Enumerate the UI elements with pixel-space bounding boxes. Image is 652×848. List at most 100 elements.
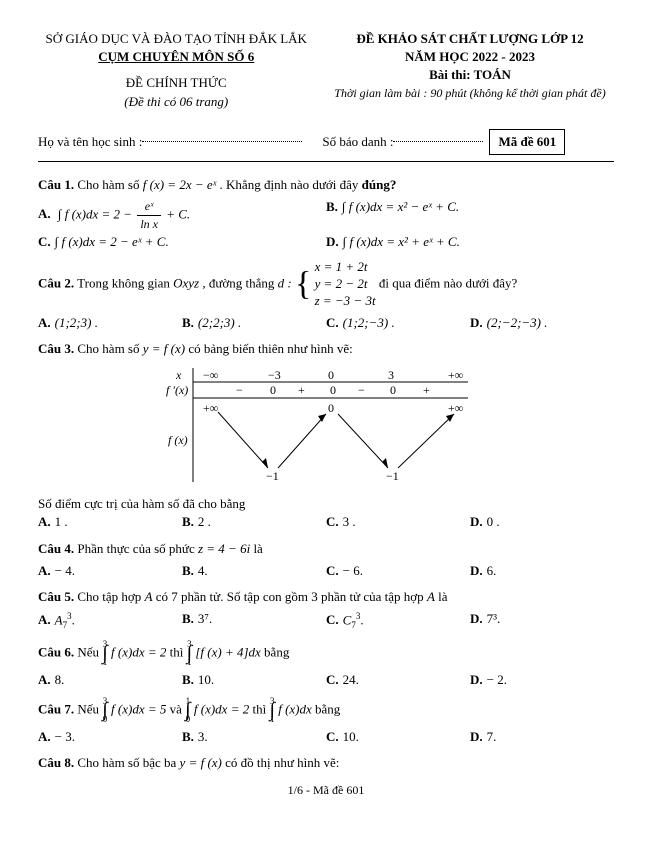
sbd-label: Số báo danh : [322,133,393,151]
q-text: đi qua điểm nào dưới đây? [379,275,517,290]
q-math: f (x) = 2x − eˣ [143,177,217,192]
choice-b: B.3⁷. [182,610,326,632]
svg-text:0: 0 [390,383,396,397]
q-math: f (x)dx [278,701,312,716]
q-text: có bảng biến thiên như hình vẽ: [188,341,352,356]
q-math: f (x)dx = 2 [194,701,249,716]
q-math: y = f (x) [180,755,222,770]
choice-a: A.(1;2;3) . [38,314,182,332]
q-text: Cho tập hợp [77,589,144,604]
exam-header: SỞ GIÁO DỤC VÀ ĐÀO TẠO TỈNH ĐẮK LẮK CỤM … [38,30,614,111]
choice-d: D.∫ f (x)dx = x² + eˣ + C. [326,233,614,251]
question-2: Câu 2. Trong không gian Oxyz , đường thẳ… [38,259,614,332]
choice-text: 6. [487,563,497,578]
q3-sub: Số điểm cực trị của hàm số đã cho bằng [38,495,614,513]
q-text: Cho hàm số bậc ba [77,755,179,770]
q-bold: đúng? [362,177,397,192]
q-text: Nếu [77,701,102,716]
choice-text: 3 . [343,514,356,529]
int-lo: 0 [185,715,190,724]
q-math: A [145,589,153,604]
q-text: Cho hàm số [77,177,142,192]
choice-text: 7. [487,729,497,744]
svg-text:+∞: +∞ [448,368,463,382]
choice-a: A. ∫ f (x)dx = 2 − eˣln x + C. [38,198,326,233]
q-number: Câu 4. [38,541,74,556]
choice-a: A.1 . [38,513,182,531]
q-text: , đường thẳng [202,275,277,290]
svg-text:0: 0 [328,368,334,382]
choice-a: A.− 3. [38,728,182,746]
choice-c: C.∫ f (x)dx = 2 − eˣ + C. [38,233,326,251]
choice-text: 3. [198,729,208,744]
choice-d: D.7³. [470,610,614,632]
int-lo: 1 [102,658,107,667]
choice-c: C.24. [326,671,470,689]
choice-c: C.10. [326,728,470,746]
system-line: z = −3 − 3t [315,293,376,310]
question-5: Câu 5. Cho tập hợp A có 7 phần tử. Số tậ… [38,588,614,632]
svg-text:+∞: +∞ [203,401,218,415]
question-3: Câu 3. Cho hàm số y = f (x) có bảng biến… [38,340,614,532]
choice-b: B.(2;2;3) . [182,314,326,332]
q-number: Câu 8. [38,755,74,770]
choice-text: 7³. [487,611,501,626]
choice-text: 1 . [55,514,68,529]
choice-a: A.− 4. [38,562,182,580]
svg-text:−3: −3 [268,368,281,382]
int-lo: 1 [269,715,274,724]
choice-b: B.3. [182,728,326,746]
int-lo: 1 [187,658,192,667]
choice-b: B.∫ f (x)dx = x² − eˣ + C. [326,198,614,233]
q-number: Câu 5. [38,589,74,604]
variation-svg: x −∞ −3 0 3 +∞ f ′(x) − 0 + 0 − 0 + f (x… [158,364,478,484]
frac-den: ln x [137,216,161,233]
choice-d: D.6. [470,562,614,580]
choice-text: (2;−2;−3) . [487,315,548,330]
svg-text:0: 0 [270,383,276,397]
exam-code-box: Mã đề 601 [489,129,565,155]
choice-a: A.8. [38,671,182,689]
choice-c: C.C73. [326,610,470,632]
choice-text: − 4. [55,563,75,578]
q-text: Phần thực của số phức [77,541,198,556]
q-text: là [253,541,262,556]
q-number: Câu 6. [38,644,74,659]
svg-text:+∞: +∞ [448,401,463,415]
divider [38,161,614,162]
question-7: Câu 7. Nếu 3∫0 f (x)dx = 5 và 1∫0 f (x)d… [38,697,614,746]
header-right: ĐỀ KHẢO SÁT CHẤT LƯỢNG LỚP 12 NĂM HỌC 20… [326,30,614,111]
choice-text: + C. [166,206,190,221]
svg-text:+: + [298,383,305,397]
system-line: y = 2 − 2t [315,276,376,293]
name-label: Họ và tên học sinh : [38,133,142,151]
choice-text: (1;2;3) . [55,315,98,330]
choice-b: B.2 . [182,513,326,531]
choice-text: 10. [198,672,214,687]
choice-d: D.(2;−2;−3) . [470,314,614,332]
choice-text: 0 . [487,514,500,529]
frac-num: eˣ [137,198,161,216]
q-text: có đồ thị như hình vẽ: [225,755,339,770]
question-8: Câu 8. Cho hàm số bậc ba y = f (x) có đồ… [38,754,614,772]
q-text: bằng [315,701,340,716]
choice-c: C.3 . [326,513,470,531]
variation-table: x −∞ −3 0 3 +∞ f ′(x) − 0 + 0 − 0 + f (x… [158,364,614,489]
subject-line: Bài thi: TOÁN [326,66,614,84]
q-text: thì [252,701,269,716]
cluster-line: CỤM CHUYÊN MÔN SỐ 6 [38,48,314,66]
q-text: là [438,589,447,604]
q-text: Trong không gian [77,275,173,290]
q-number: Câu 1. [38,177,74,192]
q-math: Oxyz [173,275,199,290]
choice-c: C.(1;2;−3) . [326,314,470,332]
q-number: Câu 3. [38,341,74,356]
choice-text: − 6. [343,563,363,578]
q-math: f (x)dx = 2 [111,644,166,659]
choice-text: ∫ f (x)dx = x² − eˣ + C. [342,199,459,214]
org-line: SỞ GIÁO DỤC VÀ ĐÀO TẠO TỈNH ĐẮK LẮK [38,30,314,48]
param-system: x = 1 + 2t y = 2 − 2t z = −3 − 3t [315,259,376,310]
choice-b: B.10. [182,671,326,689]
choice-text: 8. [55,672,65,687]
svg-text:−: − [358,383,365,397]
